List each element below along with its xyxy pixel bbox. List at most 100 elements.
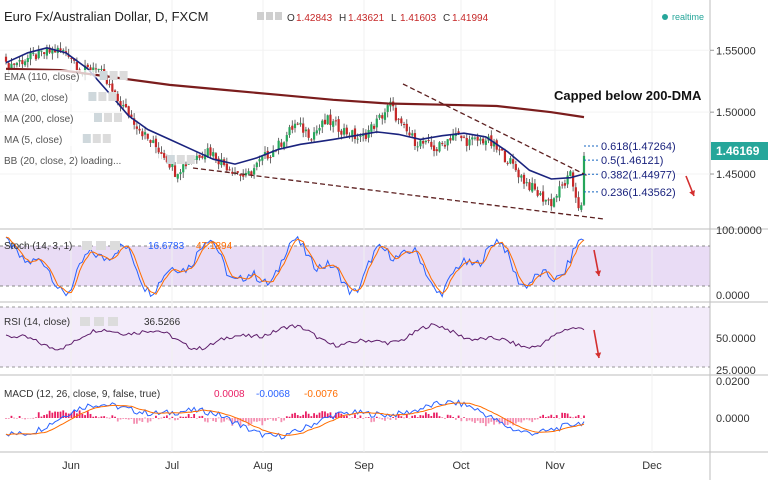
macd-hist-40 [114, 416, 116, 418]
macd-hist-199 [547, 416, 550, 418]
candle-body-48 [135, 126, 138, 129]
macd-hist-203 [558, 418, 561, 419]
indicator-icon-2-0 [94, 113, 102, 122]
time-tick-oct: Oct [452, 460, 469, 472]
macd-hist-37 [105, 417, 108, 419]
macd-hist-115 [318, 412, 321, 418]
macd-hist-130 [359, 415, 362, 418]
macd-hist-135 [373, 418, 375, 422]
vertical-grid [0, 0, 710, 452]
macd-hist-0 [5, 418, 7, 419]
header-icons[interactable] [257, 12, 282, 20]
macd-hist-52 [146, 418, 149, 423]
candle-body-188 [517, 169, 520, 178]
candle-body-60 [168, 163, 171, 168]
macd-hist-145 [400, 416, 403, 418]
macd-hist-174 [479, 418, 482, 424]
macd-hist-101 [280, 418, 283, 423]
macd-hist-142 [392, 417, 395, 418]
indicator-icon-3-2 [102, 134, 111, 143]
macd-hist-204 [561, 412, 564, 418]
macd-hist-149 [411, 415, 414, 418]
price-tick-1: 1.50000 [716, 107, 756, 119]
panel-title-3: MACD (12, 26, close, 9, false, true) [4, 389, 160, 400]
candle-body-181 [498, 149, 501, 151]
macd-hist-97 [269, 418, 272, 419]
candle-body-110 [304, 129, 308, 132]
candle-body-78 [217, 158, 220, 165]
macd-hist-65 [182, 416, 185, 418]
candle-body-130 [359, 135, 362, 137]
candle-body-200 [550, 199, 553, 207]
macd-hist-116 [321, 411, 324, 418]
candle-body-158 [435, 149, 438, 152]
indicator-icon-1-1 [98, 92, 107, 101]
ohlc-c-key: C [443, 13, 450, 24]
panel-value-1-1: 47.1894 [196, 241, 233, 252]
macd-hist-19 [56, 411, 59, 418]
candle-body-38 [108, 84, 111, 86]
macd-hist-211 [580, 418, 583, 419]
macd-hist-111 [307, 413, 310, 418]
macd-hist-11 [35, 417, 37, 418]
candle-body-189 [520, 175, 523, 178]
macd-hist-54 [152, 418, 155, 419]
candle-body-135 [372, 125, 376, 129]
macd-hist-102 [283, 418, 285, 421]
macd-hist-191 [525, 418, 528, 420]
time-tick-dec: Dec [642, 460, 662, 472]
ohlc-values: O 1.42843 H 1.43621 L 1.41603 C 1.41994 [287, 13, 489, 24]
macd-hist-53 [149, 418, 152, 422]
macd-hist-178 [490, 418, 493, 422]
candle-body-83 [231, 171, 234, 174]
candle-body-163 [449, 138, 452, 141]
panel-value-3-0: 0.0008 [214, 389, 245, 400]
candle-body-54 [152, 140, 155, 143]
macd-hist-59 [165, 415, 168, 418]
macd-hist-138 [381, 418, 384, 420]
candle-body-21 [62, 49, 65, 51]
price-axis: 1.55000 1.50000 1.45000 [710, 45, 756, 181]
macd-hist-24 [70, 412, 73, 418]
candle-body-34 [97, 68, 100, 70]
stoch-tick-0: 100.0000 [716, 225, 762, 237]
indicator-bg-1 [2, 91, 85, 104]
candle-body-105 [291, 125, 294, 130]
macd-hist-92 [255, 418, 258, 422]
indicator-icon-0-2 [119, 71, 128, 80]
candle-body-93 [258, 159, 261, 162]
candle-body-81 [225, 163, 228, 171]
candle-body-87 [242, 174, 245, 177]
candle-body-30 [86, 64, 89, 68]
macd-hist-95 [264, 418, 266, 422]
macd-hist-169 [465, 418, 468, 422]
header-icon-1 [266, 12, 273, 20]
candle-body-6 [21, 60, 24, 65]
panel-title-2: RSI (14, close) [4, 317, 70, 328]
macd-hist-10 [32, 417, 35, 419]
macd-hist-179 [493, 418, 495, 425]
macd-hist-131 [362, 418, 365, 419]
macd-hist-172 [474, 418, 476, 424]
macd-hist-143 [394, 418, 397, 420]
macd-line [5, 399, 585, 440]
macd-hist-7 [24, 418, 26, 420]
macd-hist-175 [482, 418, 485, 424]
candle-body-154 [424, 140, 427, 143]
candle-body-115 [318, 127, 321, 131]
candle-body-8 [26, 58, 29, 63]
candle-body-168 [462, 136, 466, 138]
candle-body-57 [160, 152, 163, 154]
candle-body-75 [209, 147, 212, 156]
fib-label-3: 0.236(1.43562) [601, 187, 676, 199]
indicator-icon-2-2 [114, 113, 122, 122]
candle-body-106 [293, 123, 297, 129]
candle-body-101 [280, 142, 283, 147]
candle-body-45 [127, 106, 130, 117]
panel-value-2-0: 36.5266 [144, 317, 181, 328]
macd-hist-212 [583, 415, 585, 418]
macd-hist-127 [351, 417, 354, 419]
candle-body-176 [484, 140, 487, 145]
indicator-legend[interactable]: EMA (110, close) MA (20, close) MA (200, c… [2, 70, 195, 167]
